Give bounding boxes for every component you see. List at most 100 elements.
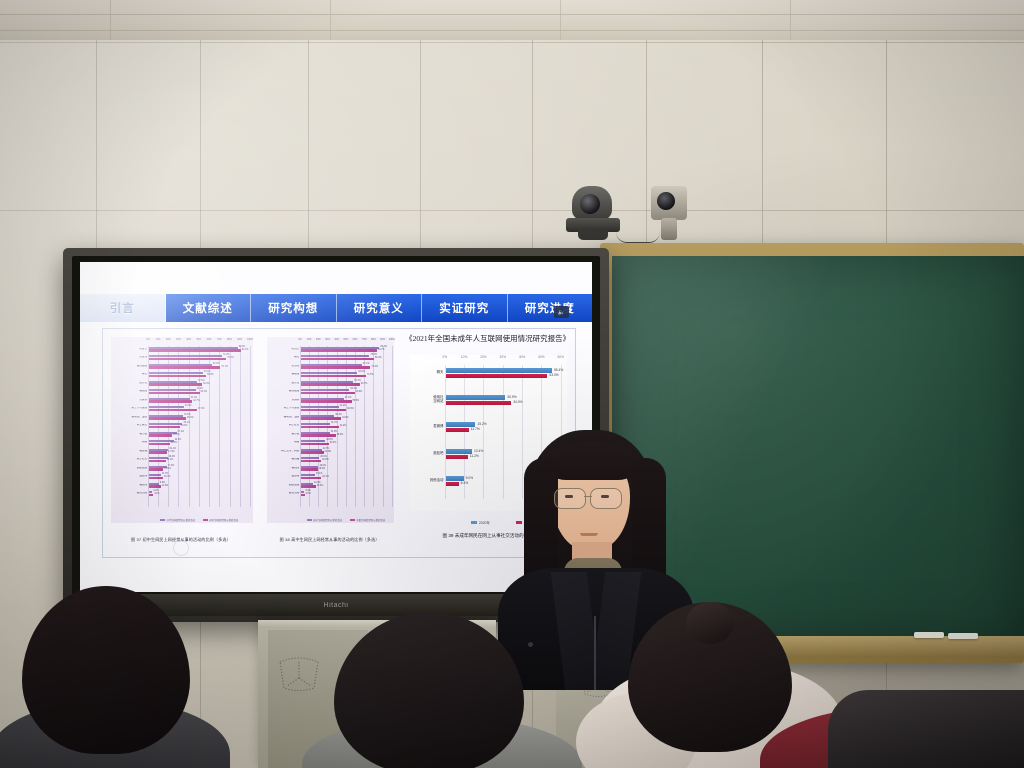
bar-group: 36.4% 44.0% (301, 414, 392, 420)
gridline (239, 346, 241, 507)
bar: 40.1% (149, 397, 197, 400)
bar: 30.9% (446, 395, 517, 400)
bar-value-label: 13.7% (163, 476, 171, 479)
bar-value-label: 33.1% (183, 422, 190, 425)
gridline (249, 346, 251, 507)
bar: 42.7% (149, 400, 200, 403)
category-label: 其他活动 (136, 492, 148, 495)
tab-introduction[interactable]: 引言 (80, 294, 166, 322)
bar: 55.5% (301, 400, 359, 403)
x-tick-label: 0% (442, 355, 448, 359)
bar: 30.4% (301, 442, 336, 446)
gridline (483, 365, 485, 499)
bar-value-label: 47.1% (344, 396, 352, 399)
bar-value-label: 22.1% (322, 476, 329, 479)
bar: 41.4% (301, 425, 346, 429)
bar: 34.0% (446, 400, 523, 406)
bar-value-label: 15.2% (477, 421, 487, 426)
bar: 11.7% (446, 427, 480, 433)
bar-group: 11.7% 13.7% (149, 473, 250, 480)
bar-value-label: 62.0% (358, 371, 365, 374)
gridline (355, 346, 357, 507)
bar: 31.7% (301, 422, 337, 426)
category-label: 聊天 (294, 356, 300, 359)
category-label: 网上聊天 (136, 424, 148, 427)
bar-group: 9.6% 11.5% (149, 482, 250, 488)
chalkboard (612, 256, 1024, 648)
chart-right-caption: 图 39 未成年网民在网上从事社交活动的情况 (442, 533, 533, 538)
bar: 64.7% (301, 383, 367, 386)
category-label: 做作业 (291, 381, 300, 384)
category-label: 查资料 (291, 398, 300, 401)
tab-empirical-research[interactable]: 实证研究 (422, 294, 508, 322)
bar-value-label: 76.4% (371, 365, 378, 368)
bar: 80.4% (301, 357, 382, 361)
chart-right-xticks: 0% 10% 20% 30% 40% 50% 60% (442, 355, 563, 364)
chart-row: 刷朋友圈 17.4% 14.0% (111, 465, 250, 471)
bar-group: 9.0% 6.4% (446, 475, 560, 487)
bar-group: 26.6% 30.4% (301, 439, 392, 446)
bar: 3.6% (301, 493, 311, 497)
bar-group: 27.2% 22.8% (149, 431, 250, 437)
gridline (382, 346, 384, 507)
presenter-eye-left (565, 495, 573, 498)
bar: 75.3% (301, 354, 377, 358)
bar: 26.6% (301, 439, 333, 443)
bar: 22.7% (301, 448, 329, 451)
category-label: 刷朋友圈 (288, 483, 300, 486)
gridline (373, 346, 375, 507)
bar-group: 19.0% 18.0% (301, 465, 392, 471)
bar-group: 62.3% 70.7% (149, 363, 250, 369)
bar-group: 17.4% 14.0% (149, 465, 250, 471)
chart-row: 网上学习课程 34.5% 47.4% (111, 405, 250, 412)
bar-group: 31.7% 41.4% (301, 422, 392, 429)
x-tick-label: 100% (388, 338, 395, 341)
legend-swatch (159, 519, 165, 522)
tab-research-progress[interactable]: 研究进度 (507, 294, 592, 322)
bar-value-label: 16.0% (316, 484, 324, 487)
tab-research-significance[interactable]: 研究意义 (336, 294, 422, 322)
category-label: 看动画、漫画 (283, 415, 300, 418)
bar-value-label: 11.7% (470, 427, 480, 432)
bar: 83.7% (301, 349, 385, 352)
bar-value-label: 3.4% (305, 490, 311, 493)
chart-row: 玩游戏 72.2% 76.5% (111, 354, 250, 361)
category-label: 看视频 (139, 390, 148, 393)
gridline (147, 346, 149, 507)
tab-literature-review[interactable]: 文献综述 (165, 294, 251, 322)
bar: 86.4% (301, 346, 387, 349)
chart-row: 做作业 47.6% 52.6% (111, 380, 250, 386)
chart-row: 看小说 31.5% 38.0% (267, 431, 392, 437)
bar-group: 88.0% 91.0% (149, 346, 250, 352)
x-tick-label: 40% (518, 355, 526, 359)
chart-row: 逛贴吧 13.4% 11.2% (410, 448, 560, 460)
glasses-lens-right-icon (590, 488, 622, 509)
bar-group: 46.2% 50.0% (149, 388, 250, 395)
bar-group: 53.4% 56.5% (149, 371, 250, 378)
bar-value-label: 57.4% (354, 379, 361, 382)
bar-value-label: 71.5% (366, 374, 374, 377)
bar-value-label: 47.6% (198, 379, 205, 382)
category-label: 其他活动 (288, 492, 300, 495)
bar: 53.4% (149, 371, 210, 375)
category-label: 逛贴吧 (433, 451, 444, 456)
bar-value-label: 83.7% (378, 348, 385, 351)
bar-value-label: 33.6% (183, 413, 191, 416)
bar-value-label: 9.6% (159, 481, 166, 484)
x-tick-label: 50% (538, 355, 545, 359)
bar-value-label: 11.2% (469, 454, 479, 459)
bar-value-label: 76.5% (227, 357, 234, 360)
bar-value-label: 31.5% (330, 430, 338, 433)
bar-value-label: 26.6% (326, 439, 333, 442)
bar-group: 53.2% 59.0% (301, 388, 392, 395)
mute-cursor-icon: 🔈 (554, 306, 569, 318)
audience-head (22, 586, 190, 754)
tab-research-design[interactable]: 研究构想 (251, 294, 337, 322)
glasses-lens-left-icon (554, 488, 586, 509)
bar-value-label: 55.5% (352, 399, 360, 402)
bar-group: 72.2% 76.5% (149, 354, 250, 361)
bar: 11.7% (149, 473, 168, 477)
bar: 20.5% (149, 442, 177, 446)
x-tick-label: 60% (206, 338, 212, 341)
legend-item: 初中生网民经常从事的活动 (202, 518, 238, 522)
